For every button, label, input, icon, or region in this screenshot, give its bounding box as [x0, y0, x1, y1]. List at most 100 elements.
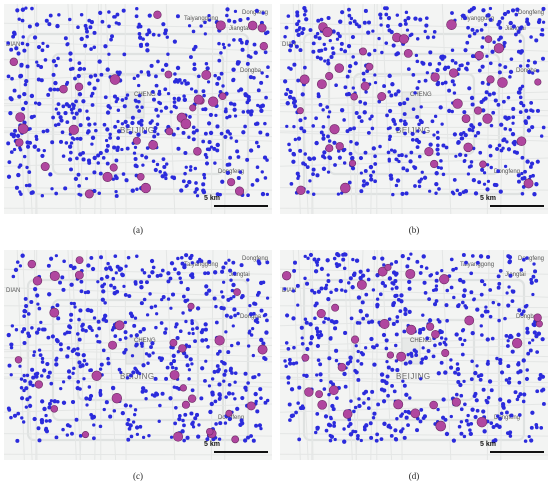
station-marker-small[interactable] [219, 131, 224, 136]
station-marker-small[interactable] [49, 381, 54, 386]
station-marker-small[interactable] [303, 276, 307, 281]
station-marker-large[interactable] [377, 266, 388, 277]
station-marker-small[interactable] [289, 387, 295, 392]
station-marker-small[interactable] [88, 74, 93, 79]
station-marker-small[interactable] [213, 399, 218, 404]
station-marker-small[interactable] [403, 18, 408, 23]
station-marker-small[interactable] [356, 434, 360, 438]
station-marker-small[interactable] [142, 271, 147, 275]
station-marker-small[interactable] [367, 52, 372, 57]
station-marker-small[interactable] [521, 399, 526, 404]
station-marker-small[interactable] [135, 254, 139, 259]
station-marker-small[interactable] [153, 304, 158, 308]
station-marker-small[interactable] [72, 265, 77, 270]
station-marker-small[interactable] [231, 78, 236, 83]
station-marker-small[interactable] [37, 306, 42, 311]
station-marker-small[interactable] [436, 165, 440, 170]
station-marker-small[interactable] [342, 118, 346, 122]
station-marker-small[interactable] [505, 344, 510, 348]
station-marker-small[interactable] [519, 268, 524, 272]
station-marker-small[interactable] [517, 380, 522, 385]
station-marker-small[interactable] [288, 43, 293, 48]
station-marker-small[interactable] [512, 142, 517, 147]
station-marker-small[interactable] [87, 396, 93, 402]
station-marker-small[interactable] [90, 415, 95, 420]
station-marker-small[interactable] [444, 145, 449, 150]
station-marker-small[interactable] [409, 351, 414, 356]
station-marker-small[interactable] [117, 267, 122, 272]
station-marker-small[interactable] [506, 115, 511, 120]
station-marker-large[interactable] [140, 182, 151, 194]
station-marker-small[interactable] [20, 7, 26, 12]
station-marker-small[interactable] [77, 67, 81, 72]
station-marker-small[interactable] [166, 52, 170, 56]
station-marker-small[interactable] [347, 180, 352, 185]
station-marker-small[interactable] [52, 87, 57, 92]
station-marker-small[interactable] [352, 409, 356, 414]
station-marker-small[interactable] [42, 148, 46, 153]
station-marker-large[interactable] [482, 113, 493, 124]
station-marker-small[interactable] [438, 342, 442, 346]
station-marker-small[interactable] [63, 332, 67, 336]
station-marker-small[interactable] [463, 338, 467, 342]
station-marker-small[interactable] [182, 97, 188, 103]
station-marker-small[interactable] [233, 114, 238, 118]
station-marker-small[interactable] [224, 313, 229, 318]
station-marker-small[interactable] [384, 12, 389, 17]
station-marker-small[interactable] [137, 100, 141, 104]
station-marker-small[interactable] [176, 78, 181, 83]
station-marker-small[interactable] [101, 156, 106, 160]
station-marker-small[interactable] [105, 274, 110, 280]
station-marker-small[interactable] [346, 424, 351, 428]
station-marker-small[interactable] [300, 31, 305, 36]
station-marker-small[interactable] [457, 192, 463, 197]
station-marker-large[interactable] [164, 70, 173, 79]
station-marker-small[interactable] [311, 41, 316, 46]
station-marker-small[interactable] [45, 361, 50, 367]
station-marker-small[interactable] [436, 318, 440, 322]
station-marker-small[interactable] [350, 166, 356, 171]
station-marker-small[interactable] [175, 336, 180, 341]
station-marker-small[interactable] [98, 367, 103, 371]
station-marker-small[interactable] [479, 100, 484, 105]
station-marker-small[interactable] [222, 372, 227, 377]
station-marker-small[interactable] [332, 256, 337, 261]
station-marker-small[interactable] [200, 338, 205, 343]
station-marker-small[interactable] [293, 137, 298, 142]
station-marker-small[interactable] [479, 292, 484, 297]
station-marker-small[interactable] [65, 80, 70, 85]
station-marker-small[interactable] [149, 345, 153, 349]
station-marker-small[interactable] [129, 373, 133, 378]
station-marker-small[interactable] [465, 40, 470, 45]
station-marker-small[interactable] [429, 273, 434, 277]
station-marker-small[interactable] [307, 156, 311, 160]
station-marker-small[interactable] [469, 160, 474, 164]
station-marker-small[interactable] [230, 371, 234, 375]
station-marker-small[interactable] [418, 271, 423, 275]
station-marker-small[interactable] [203, 378, 207, 383]
station-marker-small[interactable] [303, 65, 307, 70]
station-marker-small[interactable] [43, 427, 49, 433]
station-marker-small[interactable] [322, 320, 326, 324]
station-marker-small[interactable] [488, 144, 493, 149]
station-marker-small[interactable] [451, 438, 456, 443]
station-marker-small[interactable] [232, 294, 236, 299]
station-marker-small[interactable] [335, 396, 339, 400]
station-marker-small[interactable] [327, 139, 332, 143]
station-marker-small[interactable] [362, 20, 367, 25]
station-marker-small[interactable] [403, 361, 408, 366]
station-marker-small[interactable] [122, 284, 126, 289]
station-marker-small[interactable] [325, 105, 330, 109]
station-marker-large[interactable] [473, 106, 483, 115]
station-marker-small[interactable] [434, 171, 439, 176]
station-marker-small[interactable] [370, 389, 375, 394]
station-marker-small[interactable] [25, 373, 30, 378]
station-marker-small[interactable] [461, 279, 466, 284]
station-marker-small[interactable] [460, 352, 465, 357]
station-marker-small[interactable] [243, 371, 248, 376]
station-marker-small[interactable] [36, 426, 41, 431]
station-marker-large[interactable] [335, 142, 344, 151]
station-marker-small[interactable] [112, 145, 117, 150]
station-marker-small[interactable] [145, 146, 150, 150]
station-marker-small[interactable] [243, 92, 248, 97]
